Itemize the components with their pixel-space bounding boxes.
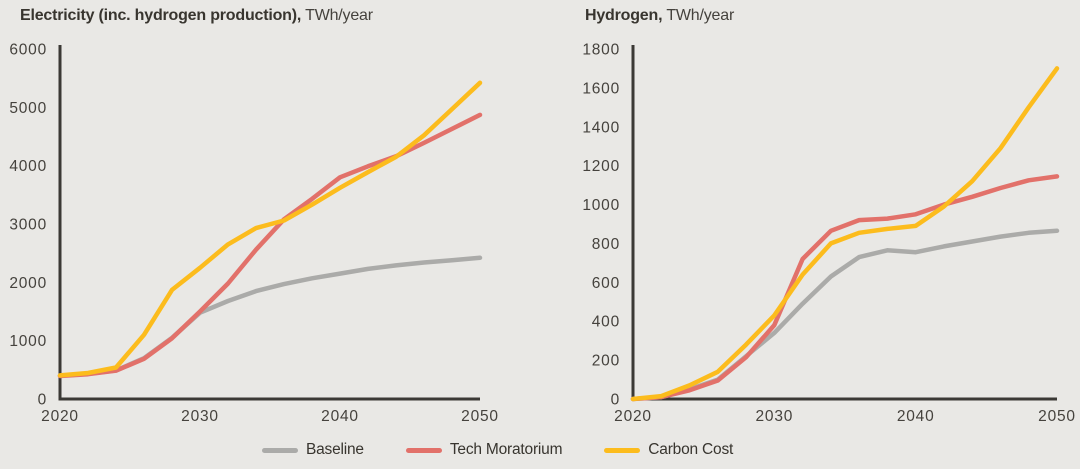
y-tick-label: 1600 (582, 80, 620, 97)
x-tick-label: 2030 (181, 408, 219, 425)
y-tick-label: 600 (592, 275, 620, 292)
y-tick-label: 1800 (582, 42, 620, 59)
legend-item-tech_moratorium: Tech Moratorium (405, 441, 563, 459)
y-tick-label: 5000 (9, 100, 47, 117)
x-tick-label: 2050 (461, 408, 499, 425)
legend-swatch-tech_moratorium (405, 447, 442, 453)
y-tick-label: 3000 (9, 217, 47, 234)
electricity-chart-title-main: Electricity (inc. hydrogen production), (20, 7, 302, 24)
axes (58, 45, 480, 401)
legend: Baseline Tech Moratorium Carbon Cost (262, 441, 733, 459)
hydrogen-chart-plot: 0 200 400 600 800 1000 1200 1400 1600 1800 2020 203… (582, 42, 1076, 426)
electricity-chart-title-unit: TWh/year (305, 7, 373, 24)
electricity-chart: Electricity (inc. hydrogen production), T… (0, 0, 540, 430)
y-tick-label: 400 (592, 314, 620, 331)
legend-swatch-carbon_cost (604, 447, 641, 453)
axes (631, 45, 1057, 401)
series-line-tech_moratorium (57, 112, 483, 379)
legend-label-tech_moratorium: Tech Moratorium (449, 441, 563, 458)
y-tick-label: 1400 (582, 119, 620, 136)
legend-label-carbon_cost: Carbon Cost (648, 441, 734, 458)
legend-label-baseline: Baseline (306, 441, 364, 458)
x-tick-label: 2050 (1038, 408, 1076, 425)
legend-item-baseline: Baseline (262, 441, 364, 459)
electricity-chart-plot: 0 1000 2000 3000 4000 5000 6000 2020 2030 2040 205… (9, 42, 499, 426)
legend-swatch-baseline (262, 447, 298, 453)
y-tick-label: 2000 (9, 275, 47, 292)
series-line-tech_moratorium (630, 174, 1060, 402)
y-tick-label: 1000 (9, 333, 47, 350)
y-tick-label: 800 (592, 236, 620, 253)
hydrogen-chart-title-main: Hydrogen, (585, 7, 663, 24)
legend-item-carbon_cost: Carbon Cost (604, 441, 733, 459)
series-line-baseline (630, 228, 1060, 402)
y-tick-label: 0 (611, 392, 620, 409)
x-tick-label: 2020 (41, 408, 79, 425)
hydrogen-chart-title-unit: TWh/year (666, 7, 735, 24)
y-tick-label: 1000 (582, 197, 620, 214)
series-line-carbon_cost (630, 66, 1060, 402)
y-tick-label: 1200 (582, 158, 620, 175)
hydrogen-chart: Hydrogen, TWh/year 0 200 400 600 800 1000 1200 1… (540, 0, 1080, 430)
x-tick-label: 2040 (897, 408, 935, 425)
series-line-carbon_cost (57, 80, 483, 378)
x-tick-label: 2040 (321, 408, 359, 425)
x-tick-label: 2020 (614, 408, 652, 425)
y-tick-label: 0 (38, 392, 47, 409)
x-tick-label: 2030 (755, 408, 793, 425)
hydrogen-chart-title: Hydrogen, TWh/year (585, 7, 734, 25)
y-tick-label: 6000 (9, 42, 47, 59)
y-tick-label: 4000 (9, 158, 47, 175)
electricity-chart-title: Electricity (inc. hydrogen production), T… (20, 7, 373, 25)
y-tick-label: 200 (592, 353, 620, 370)
